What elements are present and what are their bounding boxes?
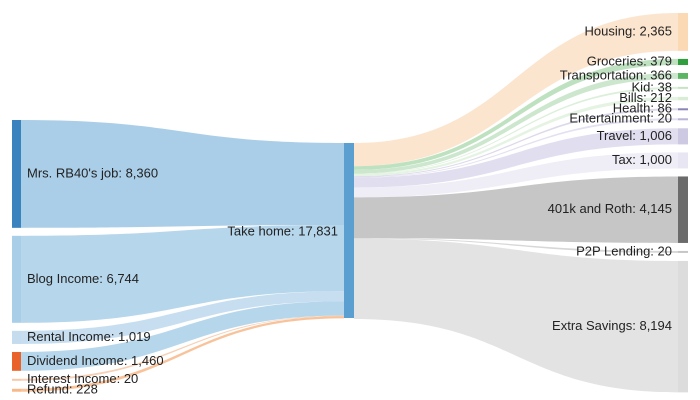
node-p2p-lending — [678, 250, 688, 253]
node-mrs-rb40-s-job — [12, 120, 21, 228]
flow-transportation — [354, 73, 678, 174]
label-401k-and-roth: 401k and Roth: 4,145 — [548, 201, 672, 216]
flow-tax — [354, 152, 678, 198]
node-interest-income — [12, 378, 21, 381]
flow-mrs-rb40-s-job — [21, 120, 344, 228]
label-dividend-income: Dividend Income: 1,460 — [27, 353, 164, 368]
node-transportation — [678, 73, 688, 79]
flow-interest-income — [21, 315, 344, 381]
label-kid: Kid: 38 — [632, 79, 672, 94]
node-refund — [12, 388, 21, 392]
flow-links — [21, 13, 678, 393]
flow-refund — [21, 316, 344, 392]
node-rental-income — [12, 330, 21, 344]
label-entertainment: Entertainment: 20 — [569, 111, 672, 126]
label-bills: Bills: 212 — [619, 90, 672, 105]
node-bills — [678, 96, 688, 101]
label-groceries: Groceries: 379 — [587, 53, 672, 68]
node-groceries — [678, 58, 688, 66]
label-blog-income: Blog Income: 6,744 — [27, 271, 139, 286]
flow-kid — [354, 86, 678, 175]
node-housing — [678, 13, 688, 51]
node-401k-and-roth — [678, 176, 688, 243]
flow-health — [354, 108, 678, 178]
flow-groceries — [354, 58, 678, 170]
label-p2p-lending: P2P Lending: 20 — [576, 243, 672, 258]
chart-nodes — [12, 13, 688, 393]
flow-housing — [354, 13, 678, 167]
node-extra-savings — [678, 260, 688, 393]
node-tax — [678, 152, 688, 169]
flow-bills — [354, 96, 678, 177]
node-blog-income — [12, 235, 21, 323]
node-health — [678, 108, 688, 111]
flow-401k-and-roth — [354, 176, 678, 243]
label-refund: Refund: 228 — [27, 382, 98, 397]
label-mrs-rb40-s-job: Mrs. RB40's job: 8,360 — [27, 165, 158, 180]
flow-rental-income — [21, 291, 344, 344]
flow-blog-income — [21, 225, 344, 323]
flow-travel — [354, 128, 678, 188]
label-transportation: Transportation: 366 — [560, 67, 672, 82]
flow-extra-savings — [354, 238, 678, 393]
label-interest-income: Interest Income: 20 — [27, 371, 138, 386]
label-rental-income: Rental Income: 1,019 — [27, 329, 151, 344]
label-tax: Tax: 1,000 — [612, 152, 672, 167]
chart-labels: Mrs. RB40's job: 8,360 Blog Income: 6,744… — [27, 23, 672, 396]
label-health: Health: 86 — [613, 101, 672, 116]
node-dividend-income — [12, 351, 21, 371]
node-kid — [678, 86, 688, 89]
label-extra-savings: Extra Savings: 8,194 — [552, 318, 672, 333]
flow-entertainment — [354, 118, 678, 178]
label-housing: Housing: 2,365 — [585, 23, 672, 38]
flow-p2p-lending — [354, 238, 678, 253]
flow-dividend-income — [21, 301, 344, 371]
label-take-home: Take home: 17,831 — [227, 223, 338, 238]
label-travel: Travel: 1,006 — [597, 128, 672, 143]
node-travel — [678, 128, 688, 145]
node-take-home — [344, 143, 354, 318]
node-entertainment — [678, 118, 688, 121]
